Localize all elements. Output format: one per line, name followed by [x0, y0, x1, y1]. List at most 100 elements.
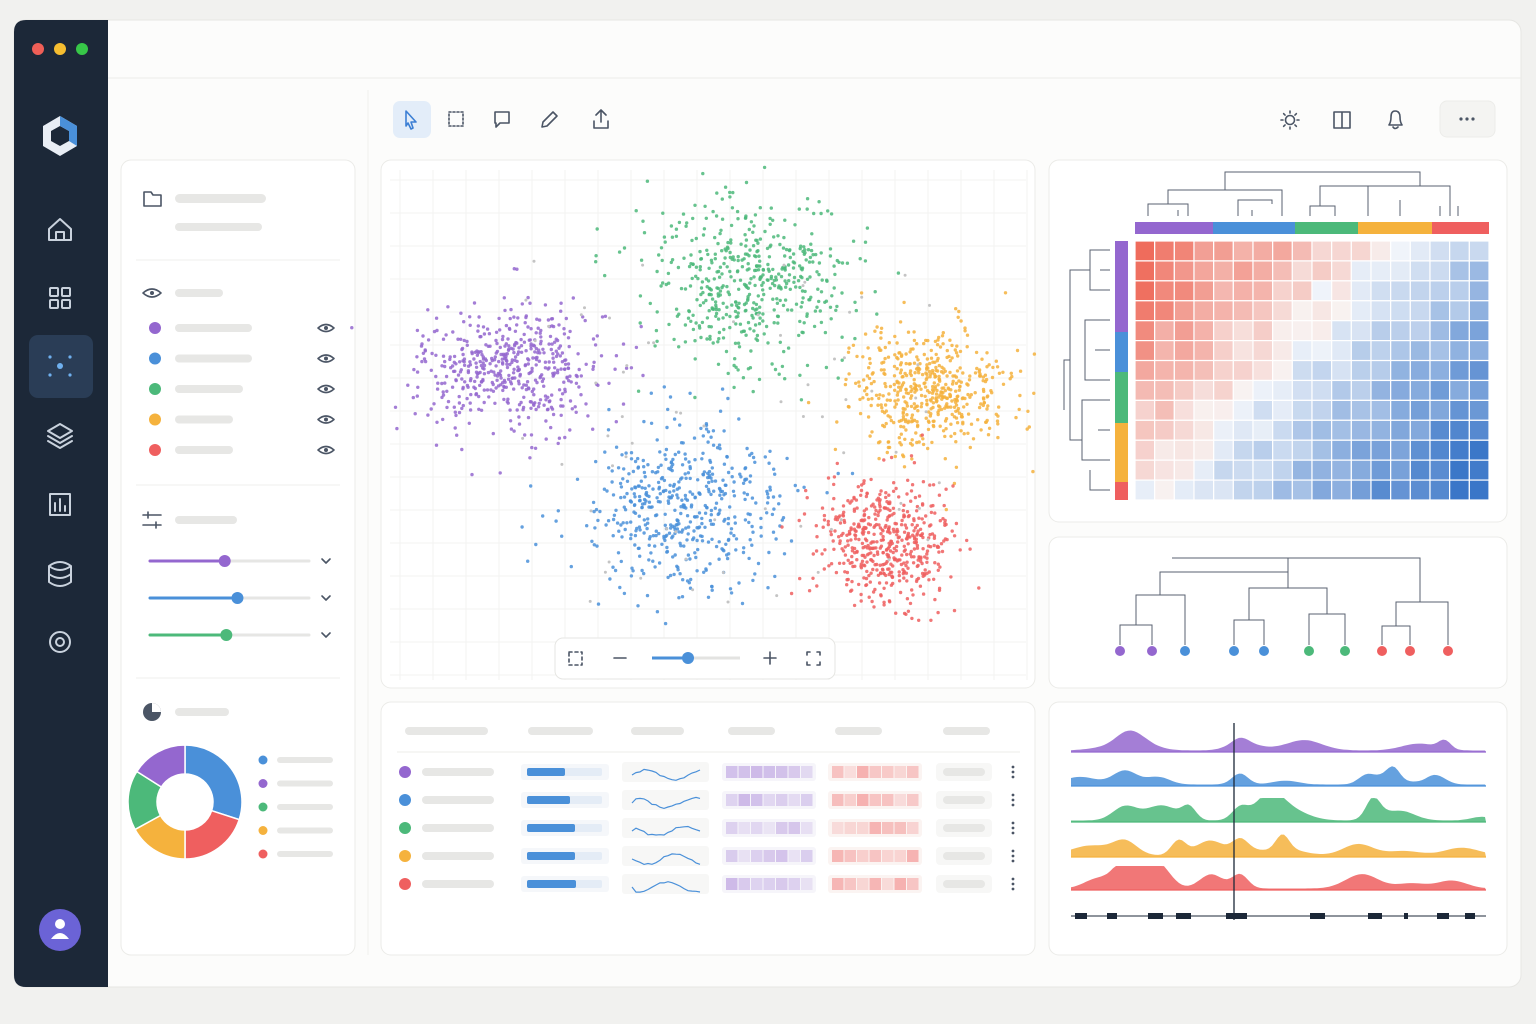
scatter-dot: [902, 576, 906, 580]
heatmap-cell: [1429, 359, 1451, 382]
visibility-toggle[interactable]: [317, 384, 335, 394]
scatter-dot: [835, 304, 839, 309]
scatter-dot: [622, 495, 627, 499]
scatter-dot: [897, 495, 901, 499]
tool-book[interactable]: [1333, 111, 1351, 129]
scatter-dot: [838, 521, 843, 525]
scatter-dot: [782, 349, 786, 354]
heatmap-cell: [1173, 359, 1195, 382]
scatter-dot: [864, 494, 869, 499]
slider-dropdown[interactable]: [321, 595, 331, 601]
heatmap-cell: [1232, 419, 1254, 441]
zoom-fit[interactable]: [568, 651, 583, 666]
scatter-dot: [859, 592, 863, 597]
nav-settings[interactable]: [49, 631, 71, 653]
tool-export[interactable]: [593, 109, 609, 129]
heatmap-cell: [1350, 280, 1372, 302]
row-menu[interactable]: [1011, 821, 1015, 835]
avatar[interactable]: [39, 909, 81, 951]
visibility-toggle[interactable]: [317, 323, 335, 333]
heatmap-cell: [1370, 240, 1392, 262]
scatter-dot: [817, 200, 821, 204]
heatmap-cell: [1154, 340, 1175, 362]
visibility-toggle[interactable]: [317, 415, 335, 424]
heat-strip-cell: [801, 766, 813, 778]
heatmap-cell: [1193, 379, 1215, 401]
scatter-dot: [591, 427, 595, 431]
slider-dropdown[interactable]: [321, 632, 331, 638]
heatmap-cell: [1429, 419, 1451, 441]
scatter-dot: [742, 546, 746, 550]
zoom-in[interactable]: [763, 651, 777, 665]
heatmap-cell: [1409, 240, 1431, 262]
scatter-dot: [920, 372, 925, 377]
scatter-dot: [768, 449, 772, 453]
scatter-dot: [523, 363, 528, 367]
slider-thumb[interactable]: [231, 592, 244, 604]
nav-home[interactable]: [48, 218, 72, 241]
nav-grid[interactable]: [49, 287, 71, 309]
tool-bell[interactable]: [1388, 110, 1403, 130]
scatter-dot: [786, 263, 791, 267]
window-control[interactable]: [32, 43, 44, 55]
heat-strip-cell: [726, 794, 738, 806]
scatter-dot: [532, 393, 536, 397]
scatter-dot: [748, 480, 752, 484]
scatter-dot: [508, 380, 513, 384]
tool-select[interactable]: [448, 111, 464, 127]
fullscreen[interactable]: [806, 651, 821, 666]
scatter-dot: [752, 275, 756, 279]
scatter-dot: [462, 360, 466, 364]
scatter-dot: [853, 300, 857, 304]
slider-thumb[interactable]: [218, 555, 231, 567]
scatter-dot: [611, 493, 616, 497]
nav-database[interactable]: [48, 561, 72, 587]
tool-theme[interactable]: [1284, 114, 1296, 126]
scatter-dot: [763, 229, 767, 234]
visibility-toggle[interactable]: [317, 445, 335, 455]
scatter-dot: [680, 498, 684, 502]
visibility-toggle[interactable]: [317, 354, 335, 363]
heatmap-cell: [1291, 459, 1313, 481]
slider-dropdown[interactable]: [321, 558, 331, 564]
scatter-dot: [928, 483, 932, 487]
tool-comment[interactable]: [494, 111, 510, 128]
scatter-dot: [722, 327, 726, 332]
scatter-dot: [864, 526, 868, 530]
placeholder-text: [175, 708, 229, 716]
scatter-dot: [847, 529, 852, 534]
scatter-dot: [924, 410, 928, 414]
slider-thumb[interactable]: [220, 629, 233, 641]
heatmap-cell: [1390, 340, 1411, 362]
nav-report[interactable]: [49, 493, 71, 516]
scatter-dot: [789, 539, 794, 543]
heatmap-cell: [1173, 439, 1195, 461]
scatter-dot: [820, 415, 824, 419]
row-menu[interactable]: [1011, 793, 1015, 807]
scatter-dot: [894, 522, 899, 526]
nav-layers[interactable]: [47, 423, 73, 449]
row-menu[interactable]: [1011, 765, 1015, 779]
tool-pen[interactable]: [541, 111, 558, 128]
scatter-dot: [711, 522, 716, 526]
scatter-dot: [742, 302, 747, 307]
scatter-dot: [941, 429, 946, 433]
tool-pointer[interactable]: [405, 110, 417, 130]
scatter-dot: [653, 565, 657, 569]
scatter-dot: [756, 294, 760, 298]
row-menu[interactable]: [1011, 849, 1015, 863]
nav-clusters[interactable]: [48, 355, 72, 377]
zoom-thumb[interactable]: [682, 652, 694, 664]
nav-cluster-dot: [68, 373, 72, 377]
scatter-dot: [861, 396, 865, 400]
scatter-dot: [569, 564, 573, 569]
scatter-dot: [833, 272, 837, 277]
heatmap-cell: [1331, 320, 1352, 342]
scatter-dot: [1032, 391, 1036, 395]
window-control[interactable]: [76, 43, 88, 55]
leaf-node: [1115, 646, 1125, 656]
scatter-dot: [811, 260, 815, 264]
scatter-dot: [888, 415, 892, 419]
row-menu[interactable]: [1011, 877, 1015, 891]
window-control[interactable]: [54, 43, 66, 55]
